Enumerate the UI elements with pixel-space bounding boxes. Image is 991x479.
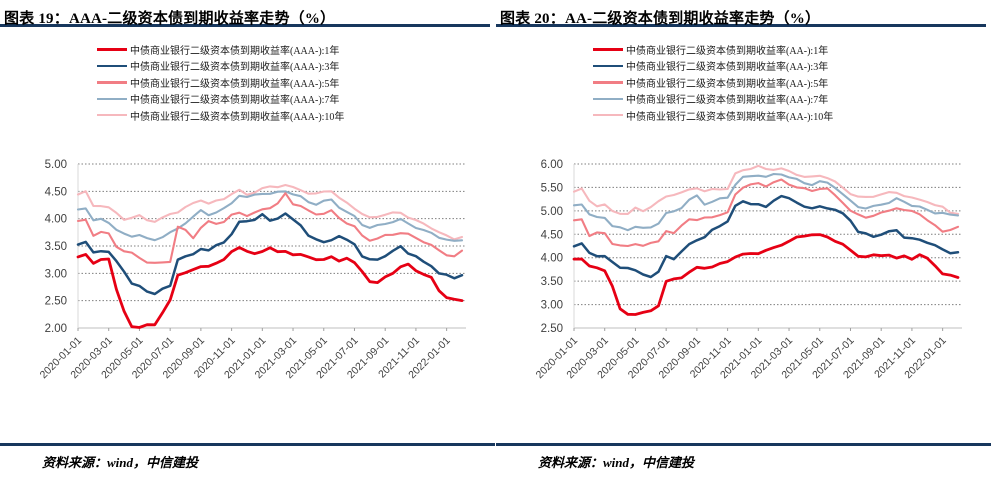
- title-separator: [496, 24, 986, 27]
- legend-line-swatch: [593, 114, 623, 117]
- svg-text:5.50: 5.50: [541, 182, 563, 194]
- legend-label: 中债商业银行二级资本债到期收益率(AAA-):5年: [130, 78, 340, 90]
- svg-text:2.50: 2.50: [45, 296, 67, 308]
- legend-label: 中债商业银行二级资本债到期收益率(AAA-):10年: [130, 111, 345, 123]
- legend-item: 中债商业银行二级资本债到期收益率(AA-):10年: [593, 107, 991, 124]
- source-note: 资料来源：wind，中信建投: [538, 455, 695, 470]
- title-separator: [0, 24, 490, 27]
- legend-label: 中债商业银行二级资本债到期收益率(AAA-):3年: [130, 62, 340, 74]
- legend-item: 中债商业银行二级资本债到期收益率(AAA-):10年: [97, 107, 495, 124]
- svg-text:3.50: 3.50: [45, 241, 67, 253]
- legend-label: 中债商业银行二级资本债到期收益率(AA-):3年: [626, 62, 829, 74]
- svg-text:5.00: 5.00: [541, 206, 563, 218]
- svg-text:4.50: 4.50: [541, 229, 563, 241]
- svg-text:5.00: 5.00: [45, 159, 67, 171]
- footer-separator: [0, 443, 495, 446]
- footer-separator: [496, 443, 991, 446]
- chart-panel-aa: 图表 20：AA-二级资本债到期收益率走势（%） 中债商业银行二级资本债到期收益…: [496, 0, 991, 479]
- chart-title-aa: 图表 20：AA-二级资本债到期收益率走势（%）: [500, 11, 821, 27]
- legend-label: 中债商业银行二级资本债到期收益率(AA-):1年: [626, 45, 829, 57]
- legend-item: 中债商业银行二级资本债到期收益率(AAA-):3年: [97, 58, 495, 75]
- chart-title-aaa: 图表 19：AAA-二级资本债到期收益率走势（%）: [4, 11, 336, 27]
- svg-text:3.00: 3.00: [45, 268, 67, 280]
- legend-line-swatch: [97, 64, 127, 67]
- source-note: 资料来源：wind，中信建投: [42, 455, 199, 470]
- chart-panel-aaa: 图表 19：AAA-二级资本债到期收益率走势（%） 中债商业银行二级资本债到期收…: [0, 0, 495, 479]
- legend-item: 中债商业银行二级资本债到期收益率(AAA-):1年: [97, 41, 495, 58]
- svg-text:3.50: 3.50: [541, 276, 563, 288]
- legend-item: 中债商业银行二级资本债到期收益率(AA-):3年: [593, 58, 991, 75]
- legend-line-swatch: [97, 97, 127, 100]
- legend-label: 中债商业银行二级资本债到期收益率(AA-):7年: [626, 95, 829, 107]
- svg-text:4.00: 4.00: [45, 214, 67, 226]
- legend-label: 中债商业银行二级资本债到期收益率(AAA-):7年: [130, 95, 340, 107]
- legend-item: 中债商业银行二级资本债到期收益率(AA-):5年: [593, 74, 991, 91]
- legend-aaa: 中债商业银行二级资本债到期收益率(AAA-):1年 中债商业银行二级资本债到期收…: [97, 41, 495, 124]
- legend-aa: 中债商业银行二级资本债到期收益率(AA-):1年 中债商业银行二级资本债到期收益…: [593, 41, 991, 124]
- legend-item: 中债商业银行二级资本债到期收益率(AA-):1年: [593, 41, 991, 58]
- legend-line-swatch: [593, 81, 623, 84]
- svg-text:2.00: 2.00: [45, 323, 67, 335]
- legend-line-swatch: [593, 97, 623, 100]
- svg-text:2.50: 2.50: [541, 323, 563, 335]
- legend-line-swatch: [97, 114, 127, 117]
- legend-line-swatch: [97, 81, 127, 84]
- legend-label: 中债商业银行二级资本债到期收益率(AA-):10年: [626, 111, 834, 123]
- svg-text:6.00: 6.00: [541, 159, 563, 171]
- svg-text:3.00: 3.00: [541, 300, 563, 312]
- legend-item: 中债商业银行二级资本债到期收益率(AAA-):5年: [97, 74, 495, 91]
- legend-label: 中债商业银行二级资本债到期收益率(AA-):5年: [626, 78, 829, 90]
- svg-text:4.00: 4.00: [541, 253, 563, 265]
- legend-line-swatch: [593, 64, 623, 67]
- line-chart-aaa-yields: 2.002.503.003.504.004.505.002020-01-0120…: [38, 159, 466, 381]
- line-chart-aa-yields: 2.503.003.504.004.505.005.506.002020-01-…: [534, 159, 962, 381]
- legend-item: 中债商业银行二级资本债到期收益率(AAA-):7年: [97, 91, 495, 108]
- legend-label: 中债商业银行二级资本债到期收益率(AAA-):1年: [130, 45, 340, 57]
- legend-line-swatch: [593, 47, 623, 51]
- svg-text:4.50: 4.50: [45, 186, 67, 198]
- legend-line-swatch: [97, 47, 127, 51]
- legend-item: 中债商业银行二级资本债到期收益率(AA-):7年: [593, 91, 991, 108]
